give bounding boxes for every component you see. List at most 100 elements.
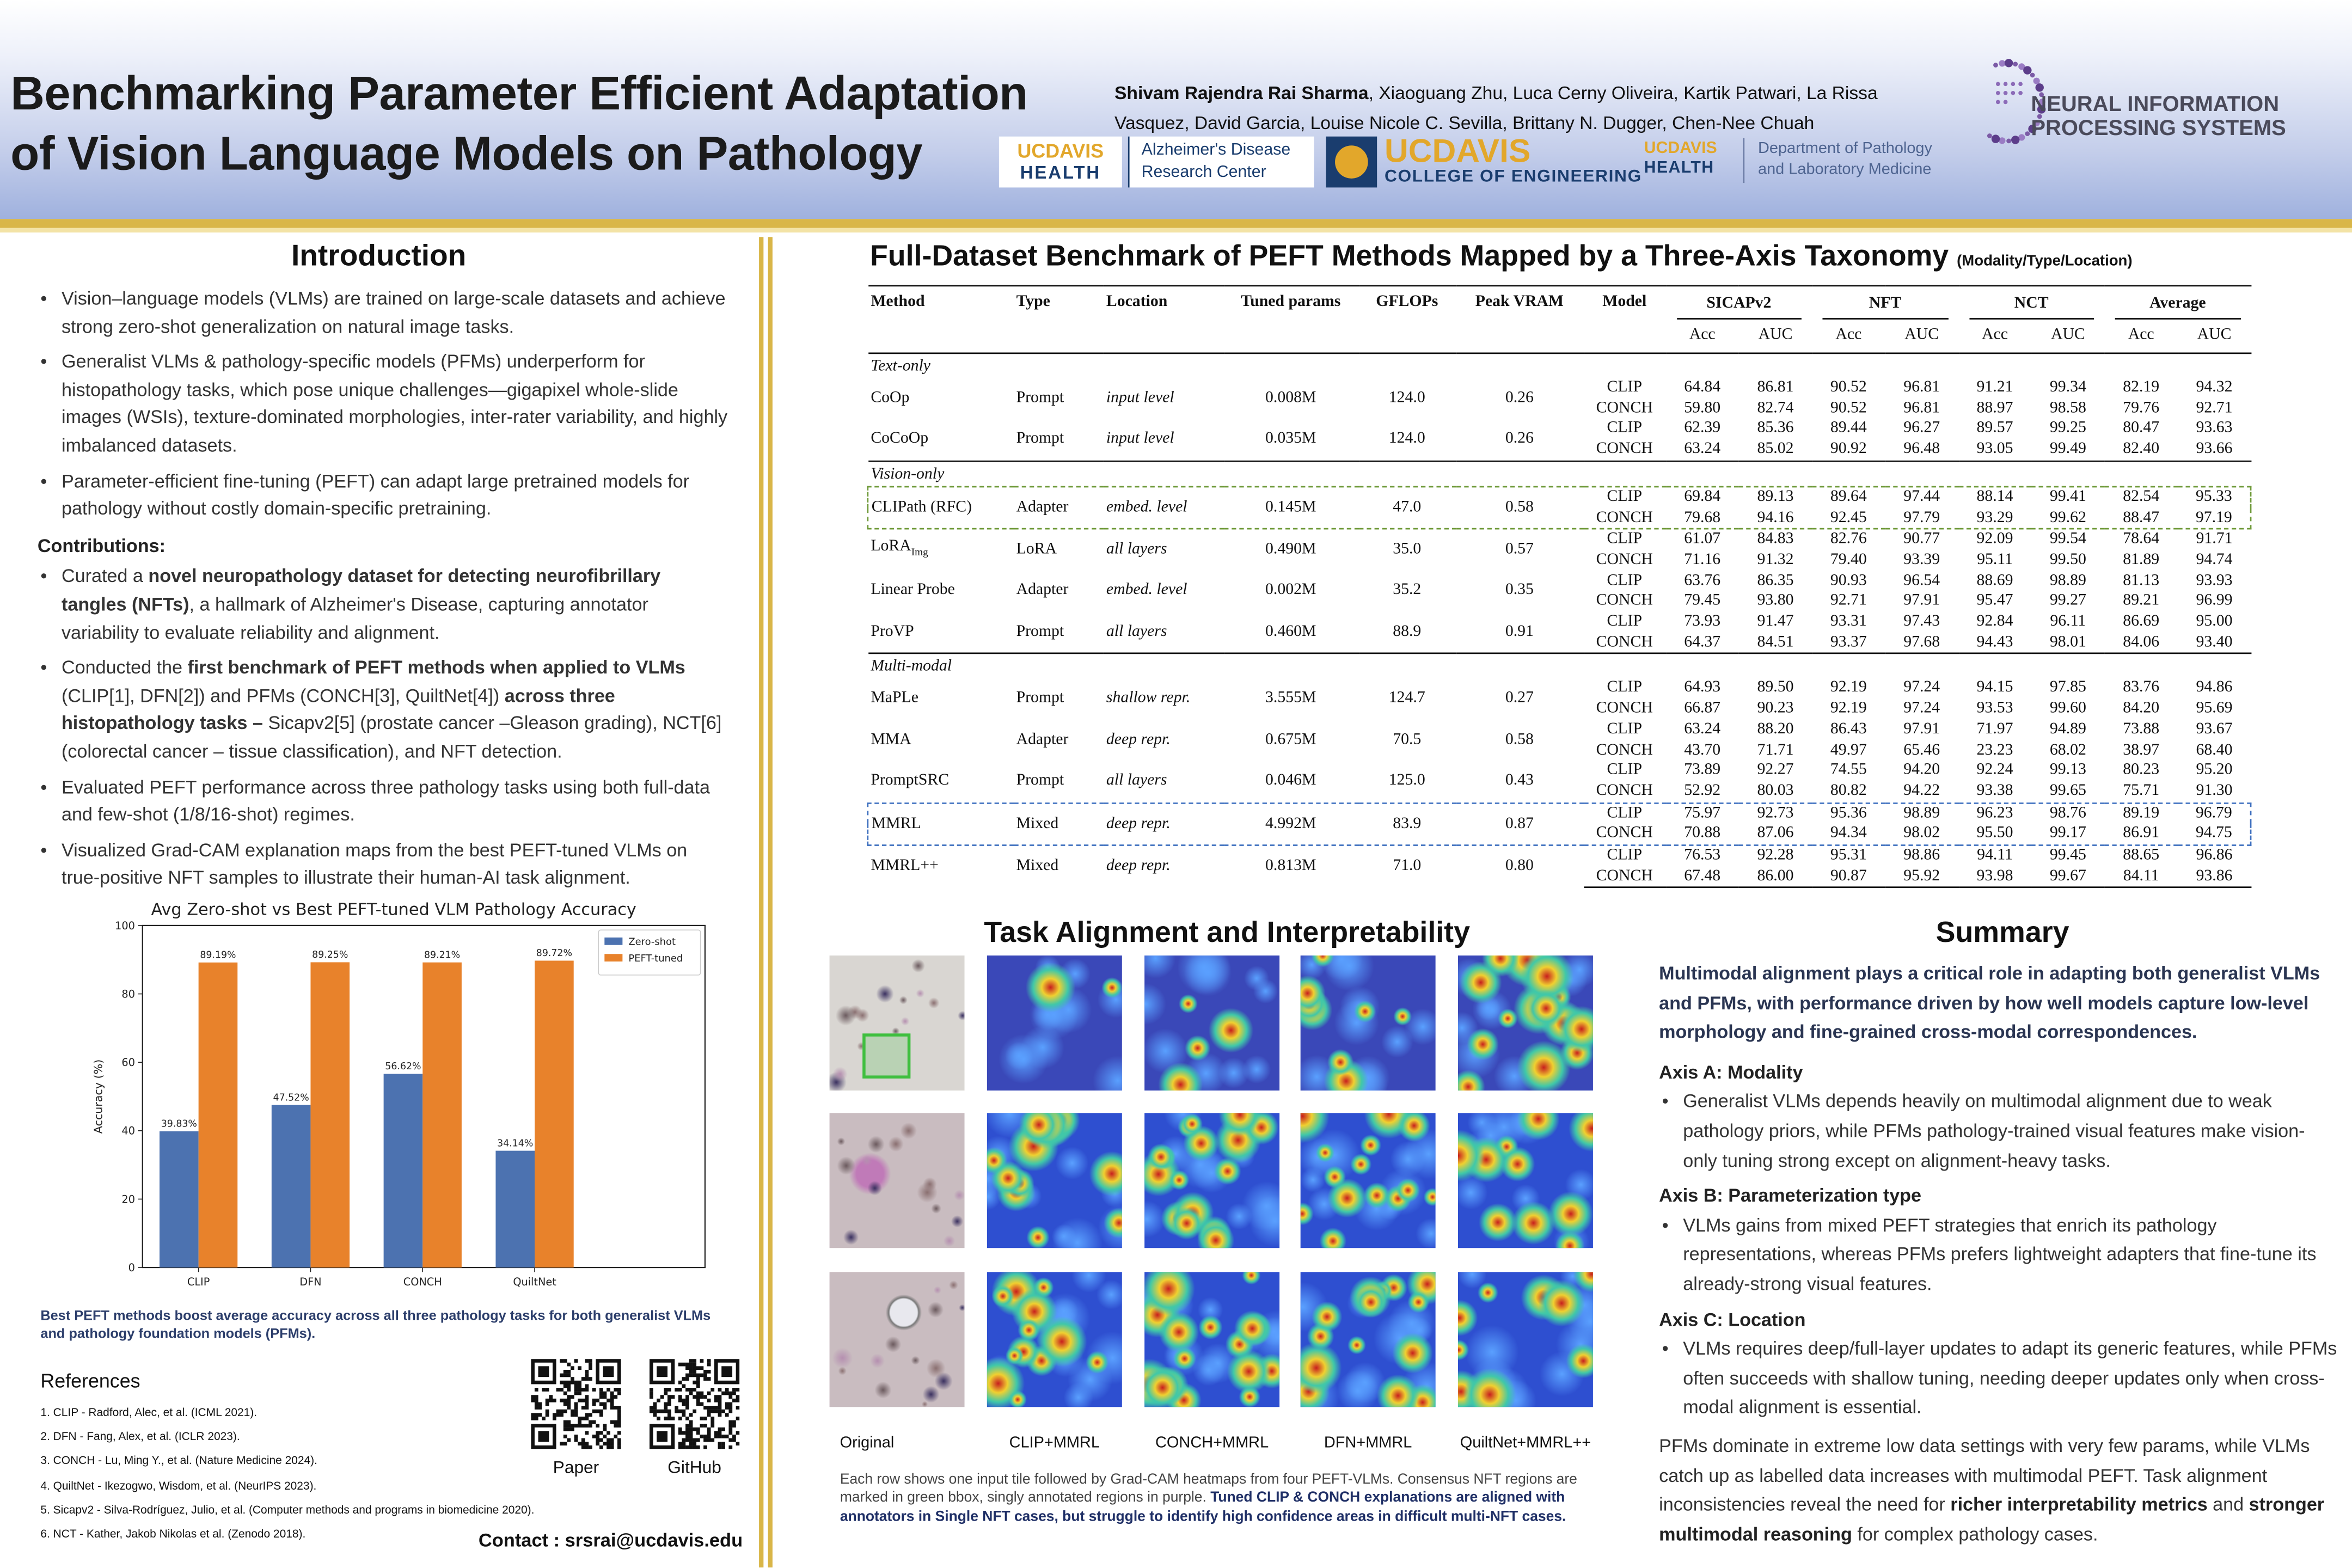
bullet-list: Vision–language models (VLMs) are traine… — [38, 285, 727, 523]
bar — [535, 960, 574, 1268]
qr-module — [563, 1359, 567, 1363]
legend-label: Zero-shot — [628, 936, 676, 948]
qr-module — [700, 1424, 704, 1428]
qr-module — [603, 1402, 607, 1406]
qr-module — [599, 1391, 603, 1395]
qr-module — [545, 1409, 549, 1413]
qr-module — [599, 1395, 603, 1399]
qr-module — [567, 1427, 571, 1431]
result-value: 38.97 — [2123, 740, 2160, 758]
logo-dot — [2004, 59, 2013, 68]
method-gflops: 83.9 — [1358, 802, 1456, 847]
method-text: MMA — [871, 730, 911, 748]
qr-module — [707, 1391, 711, 1395]
qr-finder — [603, 1366, 614, 1377]
result-value: 82.76 — [1830, 530, 1867, 548]
qr-module — [617, 1442, 621, 1445]
text-run: Conducted the — [61, 657, 188, 678]
result-value: 79.68 — [1665, 507, 1739, 530]
qr-module — [563, 1434, 567, 1438]
qr-module — [693, 1388, 697, 1392]
result-value: 81.13 — [2123, 571, 2160, 589]
result-value: 93.66 — [2196, 439, 2233, 458]
qr-module — [693, 1373, 697, 1377]
qr-code — [649, 1359, 740, 1449]
bold-run: stronger multimodal reasoning — [1659, 1494, 2325, 1545]
method-params: 3.555M — [1265, 689, 1316, 707]
bar-value-label: 89.25% — [312, 950, 348, 960]
result-value: 96.81 — [1903, 399, 1940, 417]
qr-module — [736, 1406, 740, 1410]
result-value: 95.92 — [1885, 866, 1958, 889]
qr-module — [578, 1398, 582, 1402]
method-location: all layers — [1106, 540, 1167, 559]
qr-module — [567, 1369, 571, 1374]
model-name: CONCH — [1596, 632, 1653, 651]
qr-module — [603, 1434, 607, 1438]
qr-module — [700, 1373, 704, 1377]
qr-module — [678, 1416, 682, 1420]
qr-module — [718, 1427, 722, 1431]
y-tick-label: 40 — [121, 1125, 135, 1137]
method-type: Mixed — [1016, 856, 1059, 875]
logo-dot — [2037, 105, 2046, 114]
qr-module — [718, 1402, 722, 1406]
result-value: 99.45 — [2049, 846, 2086, 865]
qr-module — [667, 1416, 671, 1420]
qr-module — [585, 1388, 589, 1392]
logo-dot — [2025, 131, 2030, 137]
chart-title: Avg Zero-shot vs Best PEFT-tuned VLM Pat… — [151, 901, 636, 920]
qr-module — [649, 1395, 653, 1399]
table-title: Full-Dataset Benchmark of PEFT Methods M… — [870, 240, 2133, 274]
qr-module — [610, 1445, 614, 1449]
result-value: 84.06 — [2123, 632, 2160, 651]
qr-module — [685, 1366, 689, 1370]
result-value: 82.40 — [2123, 439, 2160, 458]
qr-module — [725, 1388, 729, 1392]
qr-module — [664, 1388, 668, 1392]
qr-module — [534, 1413, 538, 1417]
result-value: 91.32 — [1757, 550, 1794, 568]
result-value: 63.76 — [1684, 571, 1721, 589]
result-value: 80.23 — [2123, 761, 2160, 779]
qr-module — [725, 1402, 729, 1406]
qr-module — [693, 1366, 697, 1370]
result-value: 89.21 — [2123, 591, 2160, 610]
legend-label: PEFT-tuned — [628, 953, 683, 964]
result-value: 93.29 — [1958, 507, 2032, 530]
qr-module — [567, 1438, 571, 1442]
x-tick-label: CLIP — [187, 1276, 210, 1288]
qr-module — [596, 1431, 600, 1435]
result-value: 76.53 — [1684, 846, 1721, 865]
qr-module — [728, 1420, 733, 1424]
result-value: 93.31 — [1830, 612, 1867, 630]
qr-module — [552, 1416, 556, 1420]
section-heading: Summary — [1935, 916, 2069, 950]
qr-module — [689, 1369, 693, 1374]
bullet: Parameter-efficient fine-tuning (PEFT) c… — [38, 467, 727, 523]
method-params: 0.008M — [1265, 388, 1316, 407]
result-value: 89.19 — [2104, 802, 2178, 824]
qr-module — [581, 1406, 585, 1410]
bullet: Evaluated PEFT performance across three … — [38, 773, 727, 829]
logo-text: Research Center — [1141, 163, 1266, 182]
result-value: 88.20 — [1757, 720, 1794, 738]
result-value: 75.97 — [1665, 802, 1739, 824]
figure-caption: Each row shows one input tile followed b… — [840, 1472, 1605, 1528]
result-row: CONCH 43.70 71.71 49.97 65.46 23.23 68.02 38.97… — [868, 740, 2251, 761]
qr-module — [607, 1445, 610, 1449]
qr-module — [603, 1391, 607, 1395]
qr-module — [560, 1373, 564, 1377]
result-value: 73.89 — [1684, 761, 1721, 779]
qr-module — [574, 1438, 578, 1442]
result-value: 88.47 — [2104, 507, 2178, 530]
result-value: 94.15 — [1976, 678, 2013, 697]
result-value: 62.39 — [1684, 419, 1721, 437]
qr-module — [531, 1413, 535, 1417]
qr-module — [685, 1362, 689, 1367]
qr-module — [667, 1409, 671, 1413]
qr-finder — [649, 1359, 675, 1385]
qr-module — [689, 1427, 693, 1431]
dataset-header: NFT — [1812, 285, 1958, 320]
